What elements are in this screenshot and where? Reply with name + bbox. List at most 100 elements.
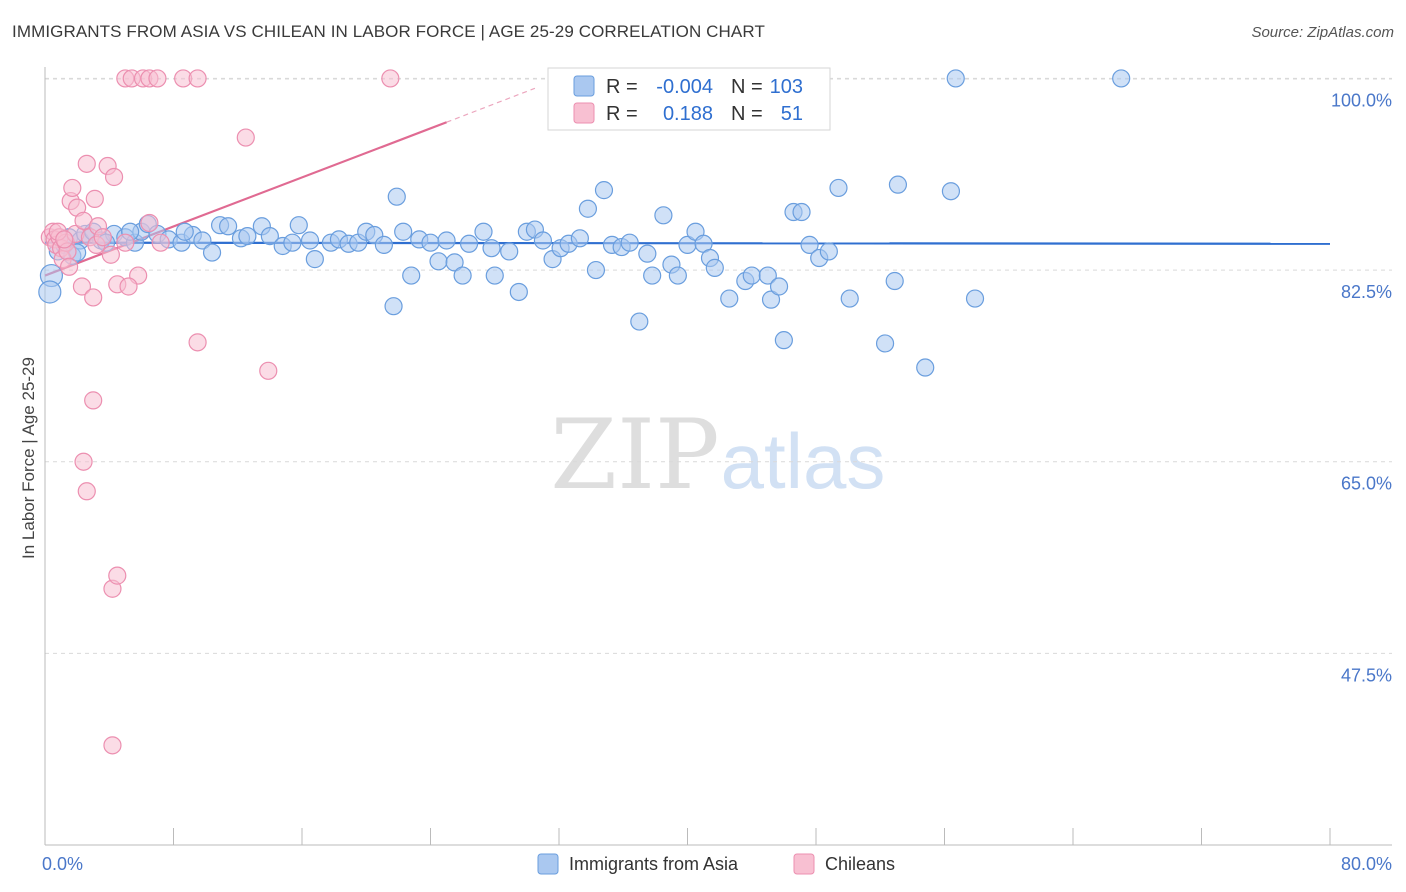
chile-point [93, 228, 112, 247]
chile-point [140, 213, 159, 233]
asia-point [800, 235, 819, 254]
asia-point [202, 243, 222, 262]
asia-point [840, 289, 859, 308]
chile-point [381, 69, 400, 88]
chile-point [74, 452, 93, 471]
asia-point [668, 266, 687, 285]
stats-r-value-asia: -0.004 [656, 76, 713, 98]
asia-point [305, 250, 324, 269]
chile-point [59, 257, 79, 276]
asia-point [421, 233, 440, 252]
y-axis-label: In Labor Force | Age 25-29 [19, 357, 38, 559]
chile-point [77, 154, 96, 173]
legend-label-chile: Chileans [825, 854, 895, 874]
asia-point [916, 358, 935, 377]
asia-point [875, 334, 895, 353]
chile-point [236, 128, 255, 147]
asia-point [219, 217, 238, 236]
chile-point [188, 333, 207, 352]
asia-point [384, 297, 403, 316]
asia-point [774, 331, 793, 350]
chile-point [116, 233, 135, 252]
chile-point [259, 361, 278, 380]
asia-point [792, 202, 811, 222]
asia-point [437, 231, 456, 250]
asia-point [570, 229, 589, 248]
chart-title: IMMIGRANTS FROM ASIA VS CHILEAN IN LABOR… [12, 22, 765, 41]
y-tick-label: 47.5% [1341, 665, 1392, 685]
asia-point [620, 233, 639, 252]
asia-point [175, 222, 194, 241]
asia-point [630, 312, 649, 331]
legend-swatch-asia [537, 853, 559, 875]
stats-r-label-asia: R = [606, 76, 638, 98]
legend-swatch-chile [793, 853, 815, 875]
asia-point [941, 182, 961, 201]
chile-point [84, 391, 103, 410]
asia-point [238, 227, 257, 246]
bottom-legend: Immigrants from Asia Chileans [537, 853, 895, 875]
asia-point [758, 266, 777, 285]
asia-point [946, 69, 965, 88]
asia-point [453, 266, 472, 285]
asia-point [38, 280, 62, 304]
asia-point [761, 290, 781, 309]
chile-trend-extension [446, 87, 536, 123]
chile-point [85, 189, 104, 208]
chile-point [84, 288, 103, 307]
stats-legend-box [547, 67, 831, 131]
asia-point [402, 266, 421, 285]
asia-point [742, 266, 761, 285]
stats-r-label-chile: R = [606, 103, 638, 125]
asia-point [474, 222, 493, 241]
chile-point [108, 566, 127, 585]
asia-point [643, 266, 662, 285]
stats-n-label-asia: N = [731, 76, 763, 98]
asia-point [769, 277, 789, 296]
asia-point [193, 231, 212, 250]
asia-point [965, 289, 985, 308]
asia-point [819, 242, 838, 261]
asia-point [829, 178, 848, 198]
asia-point [885, 271, 904, 291]
chile-point [104, 167, 124, 187]
asia-point [445, 253, 464, 272]
chile-point [119, 277, 138, 296]
source-label: Source: ZipAtlas.com [1251, 24, 1394, 41]
x-tick-label-max: 80.0% [1341, 854, 1392, 874]
asia-point [578, 199, 598, 218]
asia-point [594, 181, 614, 200]
asia-point [289, 216, 308, 235]
chile-point [63, 178, 82, 198]
asia-point [638, 244, 657, 263]
asia-point [429, 252, 448, 271]
stats-n-value-asia: 103 [770, 76, 803, 98]
chile-point [151, 233, 170, 252]
stats-n-label-chile: N = [731, 103, 763, 125]
asia-point [500, 242, 519, 261]
watermark-zip: ZIP [550, 399, 719, 511]
stats-n-value-chile: 51 [781, 103, 803, 125]
asia-point [705, 258, 724, 277]
asia-point [387, 187, 406, 206]
asia-point [283, 233, 302, 252]
gridlines [45, 77, 1392, 654]
asia-point [509, 282, 528, 302]
y-tick-label: 82.5% [1341, 282, 1392, 302]
chile-point [72, 277, 92, 296]
asia-point [888, 175, 908, 194]
asia-point [485, 266, 504, 285]
chile-point [55, 230, 74, 249]
asia-point [394, 222, 413, 241]
axes: 47.5% 65.0% 82.5% 100.0% 0.0% 80.0% [42, 67, 1392, 874]
chile-point [103, 736, 122, 755]
watermark-atlas: atlas [721, 417, 886, 505]
asia-point [300, 231, 320, 250]
y-tick-label: 100.0% [1331, 90, 1392, 110]
data-points [38, 69, 1131, 755]
asia-point [482, 239, 501, 258]
chile-point [77, 482, 96, 501]
asia-point [533, 231, 553, 250]
chile-point [101, 245, 120, 264]
